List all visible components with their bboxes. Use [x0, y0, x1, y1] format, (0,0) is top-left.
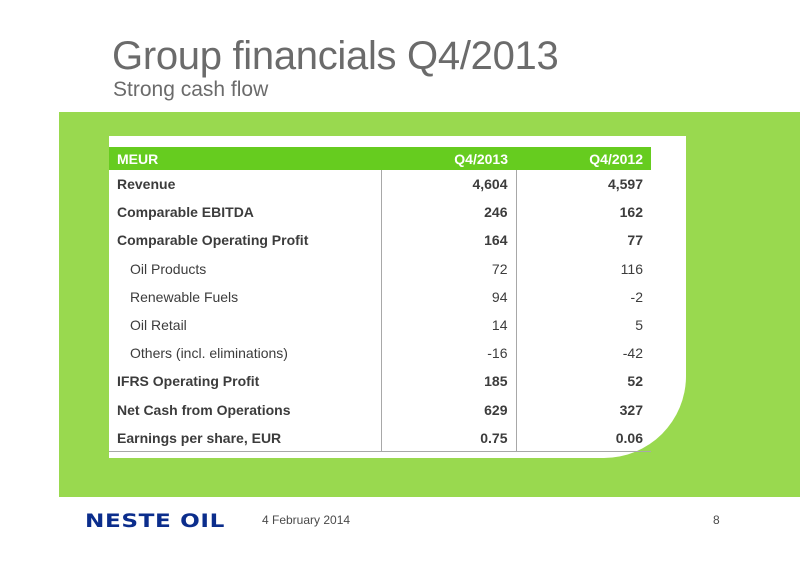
row-label: Earnings per share, EUR: [109, 423, 381, 453]
row-label: Net Cash from Operations: [117, 401, 291, 418]
slide-subtitle: Strong cash flow: [113, 78, 269, 101]
cell-q4-2013: -16: [380, 339, 516, 368]
table-row: Comparable EBITDA 246 162: [109, 198, 651, 227]
table-header-row: MEUR Q4/2013 Q4/2012: [109, 147, 651, 170]
cell-q4-2012: 77: [515, 226, 651, 255]
header-meur: MEUR: [109, 147, 381, 170]
cell-q4-2012: -42: [515, 339, 651, 368]
cell-q4-2012: 162: [515, 198, 651, 227]
page-number: 8: [713, 513, 720, 527]
cell-q4-2012: 0.06: [515, 423, 651, 453]
table-row: Earnings per share, EUR 0.75 0.06: [109, 423, 651, 453]
row-label: Renewable Fuels: [130, 288, 239, 305]
slide-title: Group financials Q4/2013: [112, 34, 559, 78]
neste-oil-logo: NESTE OIL: [85, 510, 225, 530]
cell-q4-2013: 94: [380, 282, 516, 311]
header-q4-2012: Q4/2012: [516, 147, 651, 170]
cell-q4-2013: 4,604: [380, 170, 516, 199]
row-label: Comparable EBITDA: [117, 204, 254, 221]
footer-date: 4 February 2014: [262, 513, 351, 527]
header-q4-2013: Q4/2013: [381, 147, 516, 170]
cell-q4-2013: 14: [380, 310, 516, 340]
cell-q4-2013: 246: [380, 198, 516, 227]
cell-q4-2013: 72: [380, 254, 516, 283]
row-label: Comparable Operating Profit: [117, 232, 309, 249]
table-row: IFRS Operating Profit 185 52: [109, 367, 651, 396]
cell-q4-2012: 5: [515, 310, 651, 340]
financials-table: MEUR Q4/2013 Q4/2012 Revenue 4,604 4,597…: [109, 147, 651, 453]
table-row: Net Cash from Operations 629 327: [109, 395, 651, 424]
cell-q4-2012: -2: [515, 282, 651, 311]
cell-q4-2013: 0.75: [380, 423, 516, 453]
svg-text:NESTE OIL: NESTE OIL: [85, 510, 225, 530]
cell-q4-2013: 629: [380, 395, 516, 424]
table-row: Revenue 4,604 4,597: [109, 170, 651, 199]
cell-q4-2013: 185: [380, 367, 516, 396]
row-label: Oil Retail: [130, 317, 187, 334]
row-label: Others (incl. eliminations): [130, 345, 288, 362]
table-row: Renewable Fuels 94 -2: [109, 282, 651, 311]
cell-q4-2012: 4,597: [515, 170, 651, 199]
row-label: Revenue: [117, 176, 176, 193]
table-row: Oil Products 72 116: [109, 254, 651, 283]
cell-q4-2012: 116: [515, 254, 651, 283]
table-row: Others (incl. eliminations) -16 -42: [109, 339, 651, 368]
cell-q4-2013: 164: [380, 226, 516, 255]
row-label: Oil Products: [130, 260, 207, 277]
row-label: IFRS Operating Profit: [117, 373, 260, 390]
table-row: Oil Retail 14 5: [109, 310, 651, 340]
cell-q4-2012: 52: [515, 367, 651, 396]
cell-q4-2012: 327: [515, 395, 651, 424]
table-row: Comparable Operating Profit 164 77: [109, 226, 651, 255]
